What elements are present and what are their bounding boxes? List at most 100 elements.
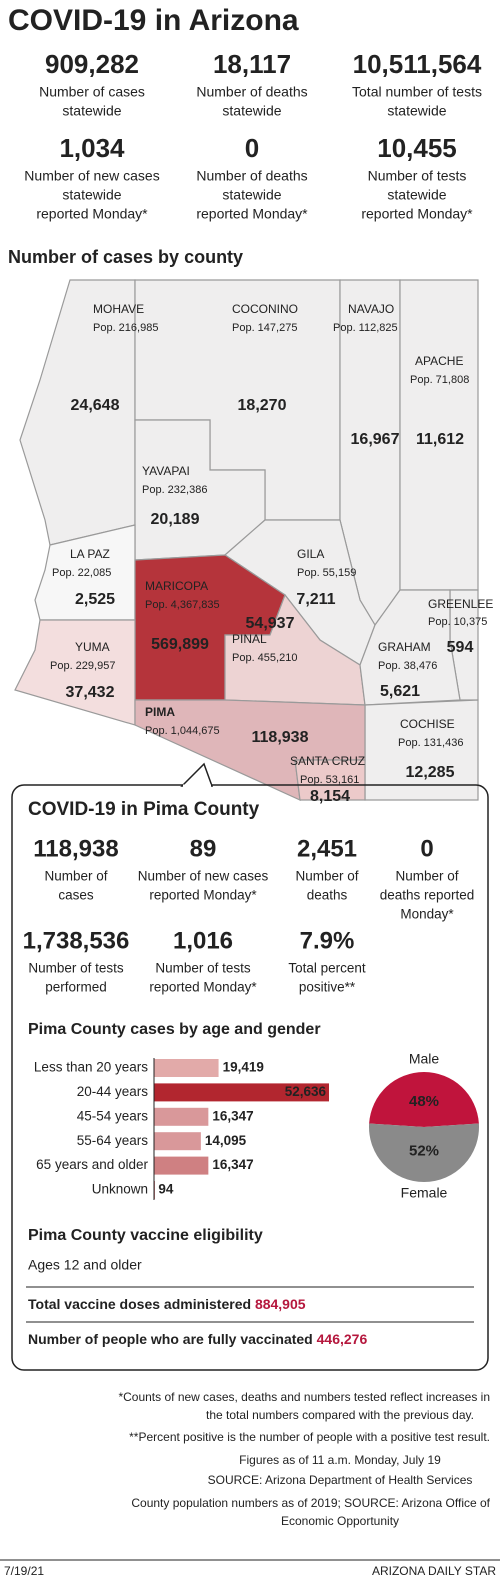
stat-label: reported Monday* xyxy=(196,206,308,222)
county-cases: 8,154 xyxy=(310,788,350,805)
value-label: 52,636 xyxy=(285,1084,327,1099)
county-graham xyxy=(359,589,461,706)
footnote: SOURCE: Arizona Department of Health Ser… xyxy=(208,1473,473,1487)
stat-value: 0 xyxy=(420,835,433,862)
stat-value: 89 xyxy=(190,835,217,862)
stat-label: Number of new cases xyxy=(24,168,159,184)
county-cases: 118,938 xyxy=(252,729,309,746)
stat-label: Number of tests xyxy=(368,168,467,184)
pie-legend: Male xyxy=(409,1051,440,1067)
county-cases: 7,211 xyxy=(296,591,335,608)
category-label: 20-44 years xyxy=(77,1084,149,1099)
county-population: Pop. 22,085 xyxy=(52,567,111,579)
footnote: the total numbers compared with the prev… xyxy=(206,1408,474,1422)
county-population: Pop. 147,275 xyxy=(232,322,297,334)
stat-label: Number of tests xyxy=(28,961,124,976)
vaccine-row: Total vaccine doses administered 884,905 xyxy=(28,1296,306,1312)
footnote: Figures as of 11 a.m. Monday, July 19 xyxy=(239,1453,441,1467)
county-population: Pop. 131,436 xyxy=(398,737,463,749)
county-cases: 5,621 xyxy=(380,683,420,700)
county-santa-cruz xyxy=(294,759,366,801)
pima-title: COVID-19 in Pima County xyxy=(28,799,260,820)
footnote: County population numbers as of 2019; SO… xyxy=(131,1496,490,1510)
stat-label: statewide xyxy=(387,187,446,203)
county-name: PIMA xyxy=(145,705,175,719)
county-name: MOHAVE xyxy=(93,302,144,316)
county-population: Pop. 10,375 xyxy=(428,616,487,628)
footer-publisher: ARIZONA DAILY STAR xyxy=(372,1564,496,1578)
county-cases: 2,525 xyxy=(75,591,115,608)
vaccine-value: 884,905 xyxy=(255,1296,306,1312)
county-population: Pop. 229,957 xyxy=(50,660,115,672)
county-cases: 18,270 xyxy=(238,397,287,414)
pie-value: 52% xyxy=(409,1143,439,1160)
county-population: Pop. 53,161 xyxy=(300,774,359,786)
stat-label: Total number of tests xyxy=(352,84,482,100)
pie-legend: Female xyxy=(401,1185,448,1201)
stat-label: Number of deaths xyxy=(196,84,307,100)
county-population: Pop. 216,985 xyxy=(93,322,158,334)
bar xyxy=(154,1083,329,1102)
stat-label: Number of xyxy=(295,869,358,884)
stat-label: reported Monday* xyxy=(149,888,257,903)
county-cases: 594 xyxy=(447,639,474,656)
stat-value: 1,738,536 xyxy=(23,927,130,954)
stat-label: performed xyxy=(45,980,107,995)
vaccine-label: Number of people who are fully vaccinate… xyxy=(28,1331,313,1347)
category-label: Less than 20 years xyxy=(34,1060,148,1075)
county-population: Pop. 232,386 xyxy=(142,484,207,496)
bar xyxy=(154,1132,201,1151)
vaccine-row: Number of people who are fully vaccinate… xyxy=(28,1331,367,1347)
county-cases: 569,899 xyxy=(151,636,209,653)
stat-label: positive** xyxy=(299,980,356,995)
vaccine-label: Total vaccine doses administered xyxy=(28,1296,251,1312)
stat-value: 7.9% xyxy=(300,927,355,954)
footnote: **Percent positive is the number of peop… xyxy=(129,1430,490,1444)
pie-slice xyxy=(369,1072,479,1127)
county-cases: 37,432 xyxy=(66,684,115,701)
value-label: 94 xyxy=(158,1182,174,1197)
stat-label: Number of xyxy=(44,869,107,884)
county-population: Pop. 4,367,835 xyxy=(145,599,220,611)
pie-slice xyxy=(369,1123,479,1182)
value-label: 19,419 xyxy=(223,1060,264,1075)
stat-label: reported Monday* xyxy=(361,206,473,222)
stat-label: Number of xyxy=(395,869,458,884)
county-cases: 24,648 xyxy=(71,397,120,414)
category-label: 55-64 years xyxy=(77,1133,149,1148)
county-cases: 12,285 xyxy=(406,764,455,781)
stat-label: reported Monday* xyxy=(149,980,257,995)
county-name: APACHE xyxy=(415,354,463,368)
county-name: SANTA CRUZ xyxy=(290,754,365,768)
stat-label: Number of cases xyxy=(39,84,145,100)
stat-label: deaths xyxy=(307,888,348,903)
pie-value: 48% xyxy=(409,1093,439,1110)
category-label: 45-54 years xyxy=(77,1108,149,1123)
pointer xyxy=(180,762,214,787)
stat-label: statewide xyxy=(62,103,121,119)
county-yuma xyxy=(14,619,136,726)
stat-label: Monday* xyxy=(400,907,454,922)
chart-title: Pima County cases by age and gender xyxy=(28,1021,321,1038)
stat-value: 10,455 xyxy=(377,133,457,163)
footnote: *Counts of new cases, deaths and numbers… xyxy=(118,1390,490,1404)
stat-value: 118,938 xyxy=(33,835,118,862)
stat-label: reported Monday* xyxy=(36,206,148,222)
page-title: COVID-19 in Arizona xyxy=(8,4,299,37)
stat-value: 18,117 xyxy=(213,49,291,79)
map-title: Number of cases by county xyxy=(8,247,243,267)
footer-date: 7/19/21 xyxy=(4,1564,44,1578)
bar xyxy=(154,1156,209,1175)
stat-value: 2,451 xyxy=(297,835,357,862)
stat-value: 0 xyxy=(245,133,259,163)
stat-label: cases xyxy=(58,888,94,903)
county-cases: 11,612 xyxy=(416,431,464,448)
stat-label: deaths reported xyxy=(380,888,475,903)
county-name: LA PAZ xyxy=(70,547,110,561)
value-label: 14,095 xyxy=(205,1133,247,1148)
stat-label: statewide xyxy=(62,187,121,203)
county-population: Pop. 455,210 xyxy=(232,652,297,664)
county-name: PINAL xyxy=(232,632,267,646)
stat-label: statewide xyxy=(222,103,281,119)
map xyxy=(14,279,479,801)
